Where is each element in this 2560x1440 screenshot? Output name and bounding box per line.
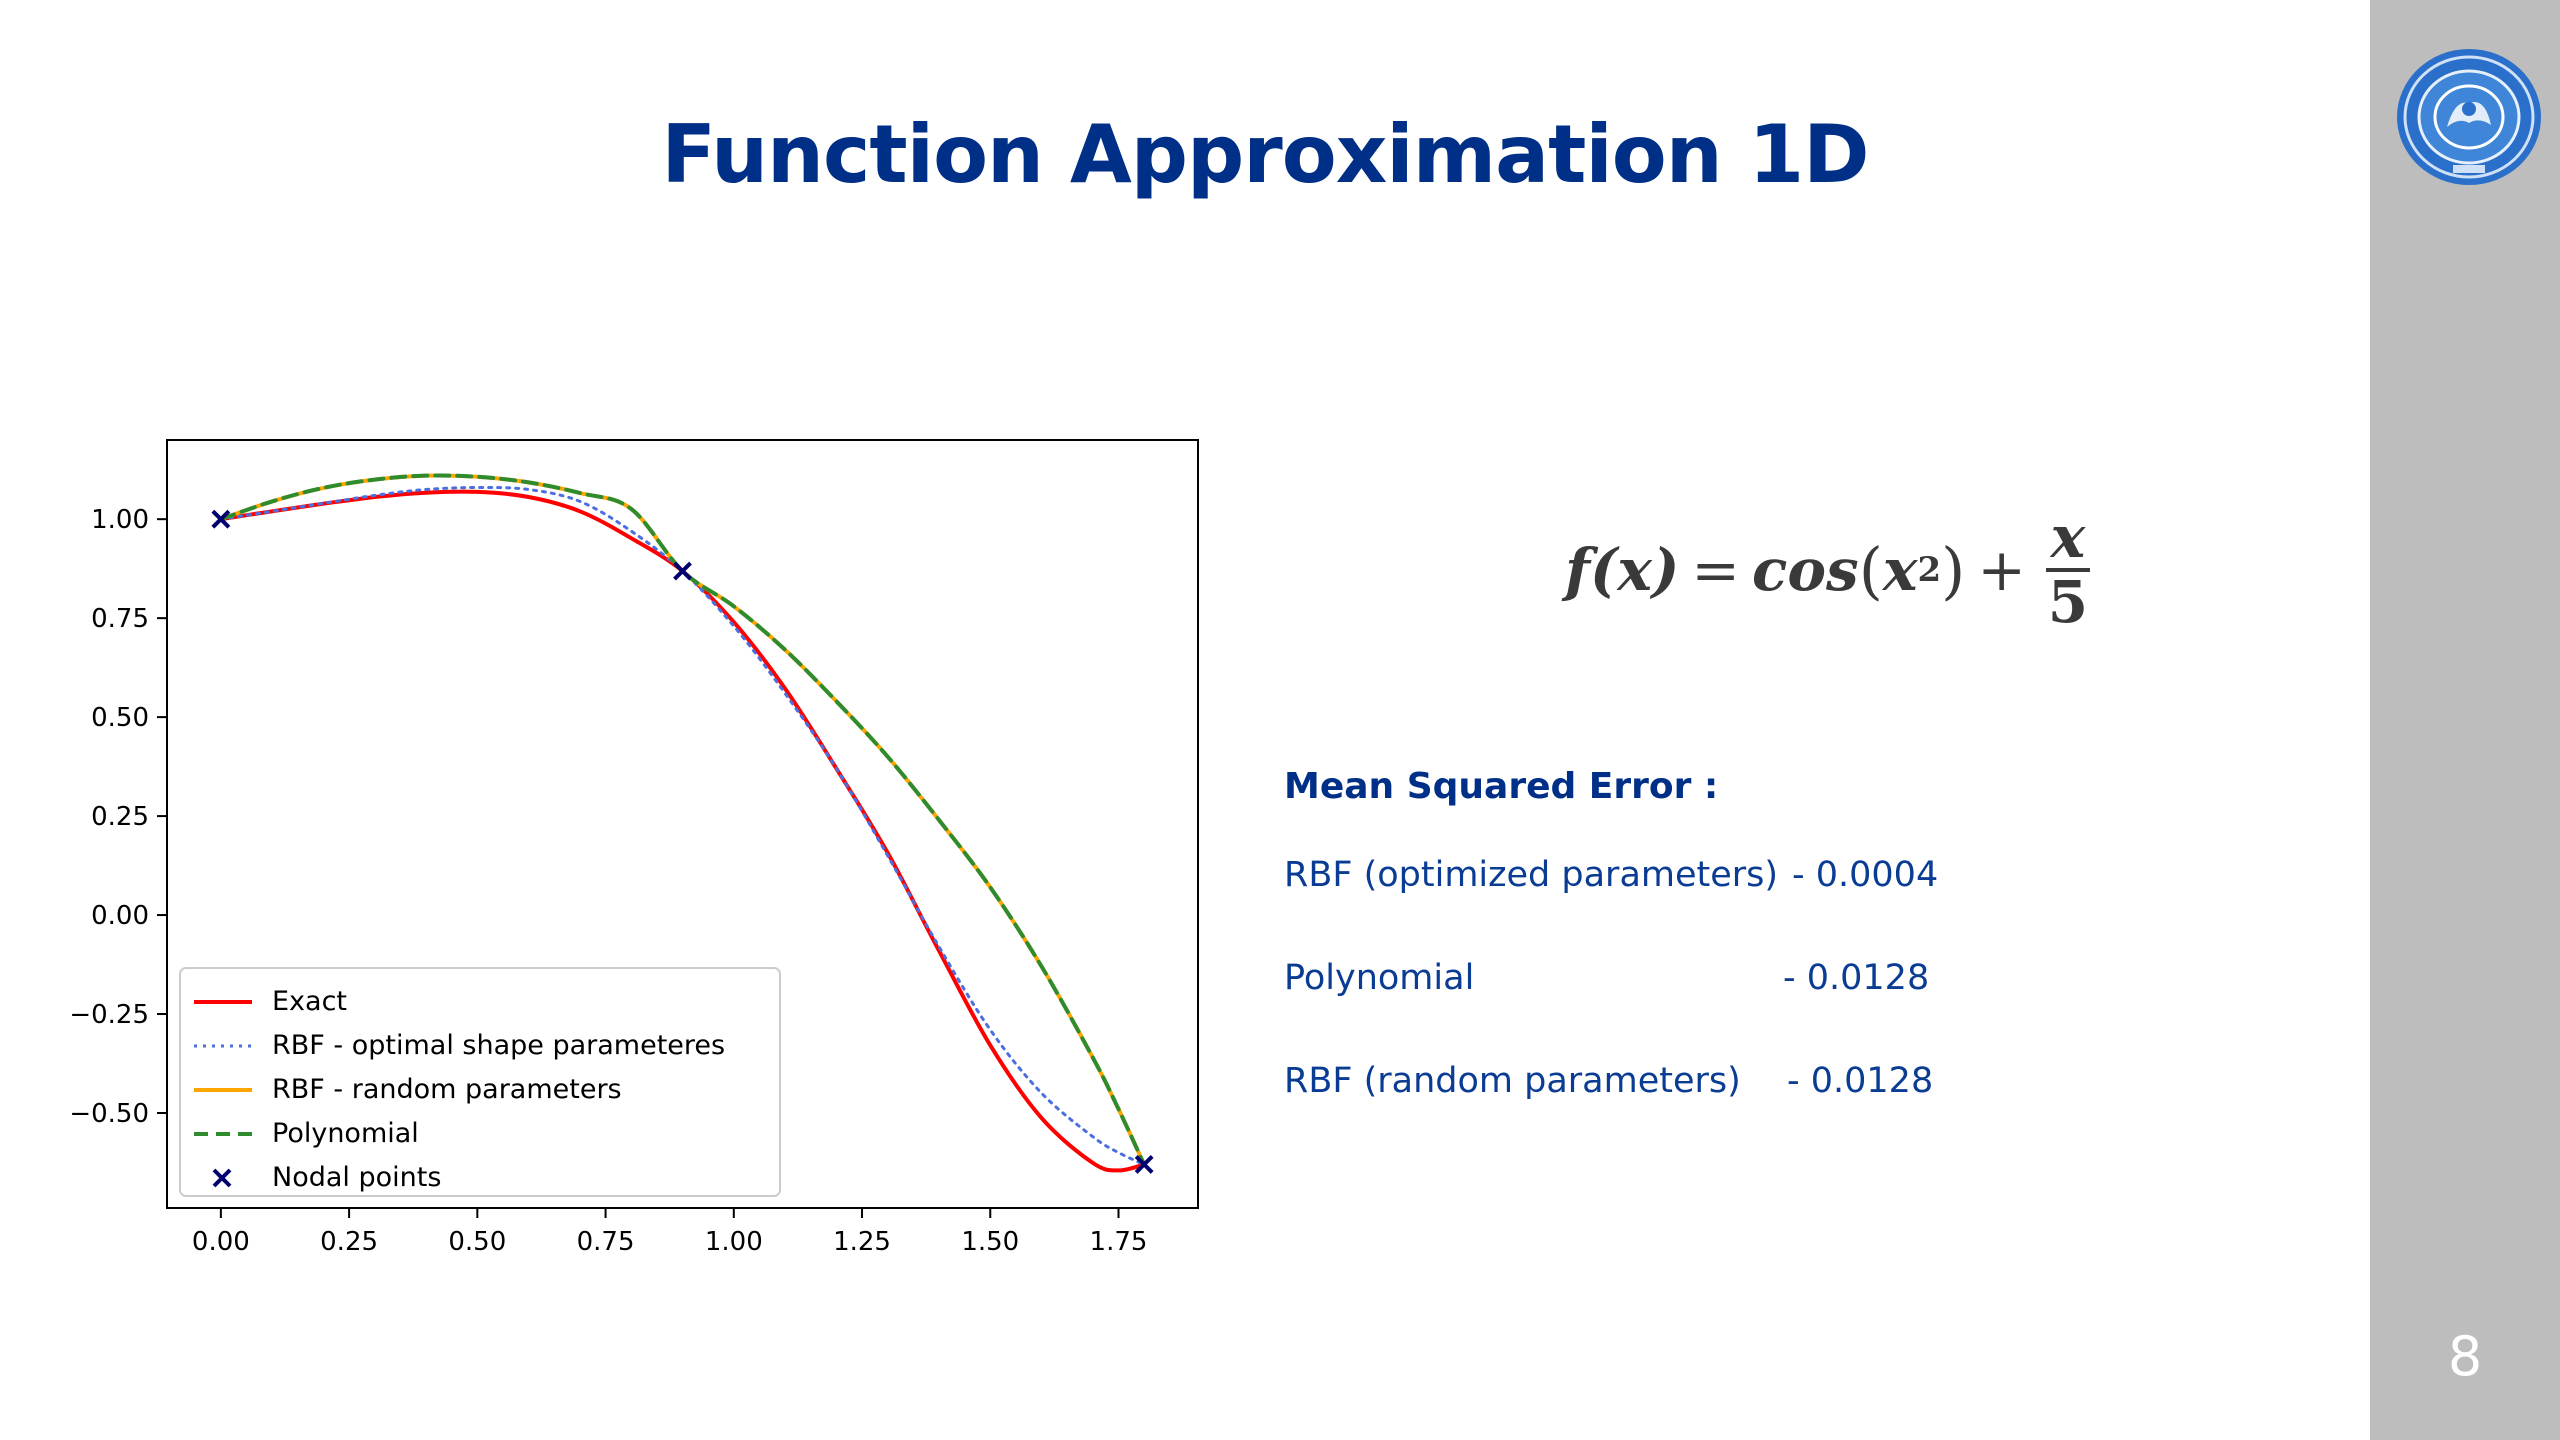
y-tick-label: 0.00 [91, 901, 149, 931]
x-tick-label: 1.75 [1090, 1227, 1148, 1257]
legend-label: RBF - optimal shape parameteres [272, 1030, 725, 1061]
mse-label: Polynomial [1284, 958, 1475, 998]
x-tick-label: 0.50 [448, 1227, 506, 1257]
x-tick-label: 0.75 [577, 1227, 635, 1257]
formula-frac-den: 5 [2047, 568, 2089, 636]
legend-label: Nodal points [272, 1162, 441, 1193]
formula-lhs: f(x) [1565, 536, 1680, 604]
legend-box [179, 967, 781, 1197]
x-tick-label: 0.00 [192, 1227, 250, 1257]
nodal-point [211, 509, 231, 529]
formula-frac-bar [2045, 568, 2090, 572]
legend-label: RBF - random parameters [272, 1074, 622, 1105]
line-chart: 0.00 0.25 0.50 0.75 1.00 1.25 1.50 1.75 1.00 0.7… [69, 439, 1199, 1257]
series-line-1 [219, 485, 1146, 1166]
formula-arg-base: x [1882, 536, 1918, 604]
y-tick-label: 0.50 [91, 703, 149, 733]
mse-row-rbf-optimized: RBF (optimized parameters) - 0.0004 [1284, 855, 2084, 903]
legend-marker [212, 1168, 232, 1188]
mse-label: RBF (optimized parameters) [1284, 855, 1779, 895]
slide: Function Approximation 1D 0.00 0.25 0.50 0.… [69, 108, 2090, 1257]
nodal-point [1134, 1155, 1154, 1174]
legend-label: Exact [272, 986, 347, 1017]
formula-func: cos [1752, 536, 1859, 604]
slide-sidebar [2370, 0, 2560, 1440]
mse-label: RBF (random parameters) [1284, 1061, 1741, 1101]
formula-fraction: x 5 [2045, 503, 2090, 636]
formula-open-paren: ( [1858, 533, 1883, 607]
university-seal-icon [2397, 49, 2541, 185]
formula-equals: = [1691, 536, 1741, 604]
y-tick-label: −0.50 [69, 1099, 149, 1129]
formula-close-paren: ) [1941, 533, 1966, 607]
x-tick-label: 1.00 [705, 1227, 763, 1257]
formula-arg-exp: 2 [1917, 550, 1942, 590]
series-line-0 [218, 489, 1147, 1173]
formula-frac-num: x [2050, 503, 2086, 572]
legend-label: Polynomial [272, 1118, 419, 1149]
page-number: 8 [2447, 1325, 2483, 1388]
y-tick-label: 0.75 [91, 604, 149, 634]
mse-value: - 0.0004 [1792, 855, 1939, 895]
nodal-point [673, 561, 692, 581]
formula-plus: + [1977, 536, 2026, 604]
mse-heading: Mean Squared Error : [1284, 766, 1719, 807]
mse-value: - 0.0128 [1787, 1061, 1934, 1101]
y-tick-label: 1.00 [91, 505, 149, 535]
x-tick-label: 0.25 [320, 1227, 378, 1257]
mse-row-polynomial: Polynomial - 0.0128 [1284, 958, 2084, 1006]
y-tick-label: 0.25 [91, 802, 149, 832]
series-line-3 [218, 473, 1147, 1167]
mse-value: - 0.0128 [1783, 958, 1930, 998]
y-tick-label: −0.25 [69, 1000, 149, 1030]
x-tick-label: 1.50 [961, 1227, 1019, 1257]
slide-title: Function Approximation 1D [661, 108, 1869, 201]
x-tick-label: 1.25 [833, 1227, 891, 1257]
mse-row-rbf-random: RBF (random parameters) - 0.0128 [1284, 1061, 2084, 1109]
